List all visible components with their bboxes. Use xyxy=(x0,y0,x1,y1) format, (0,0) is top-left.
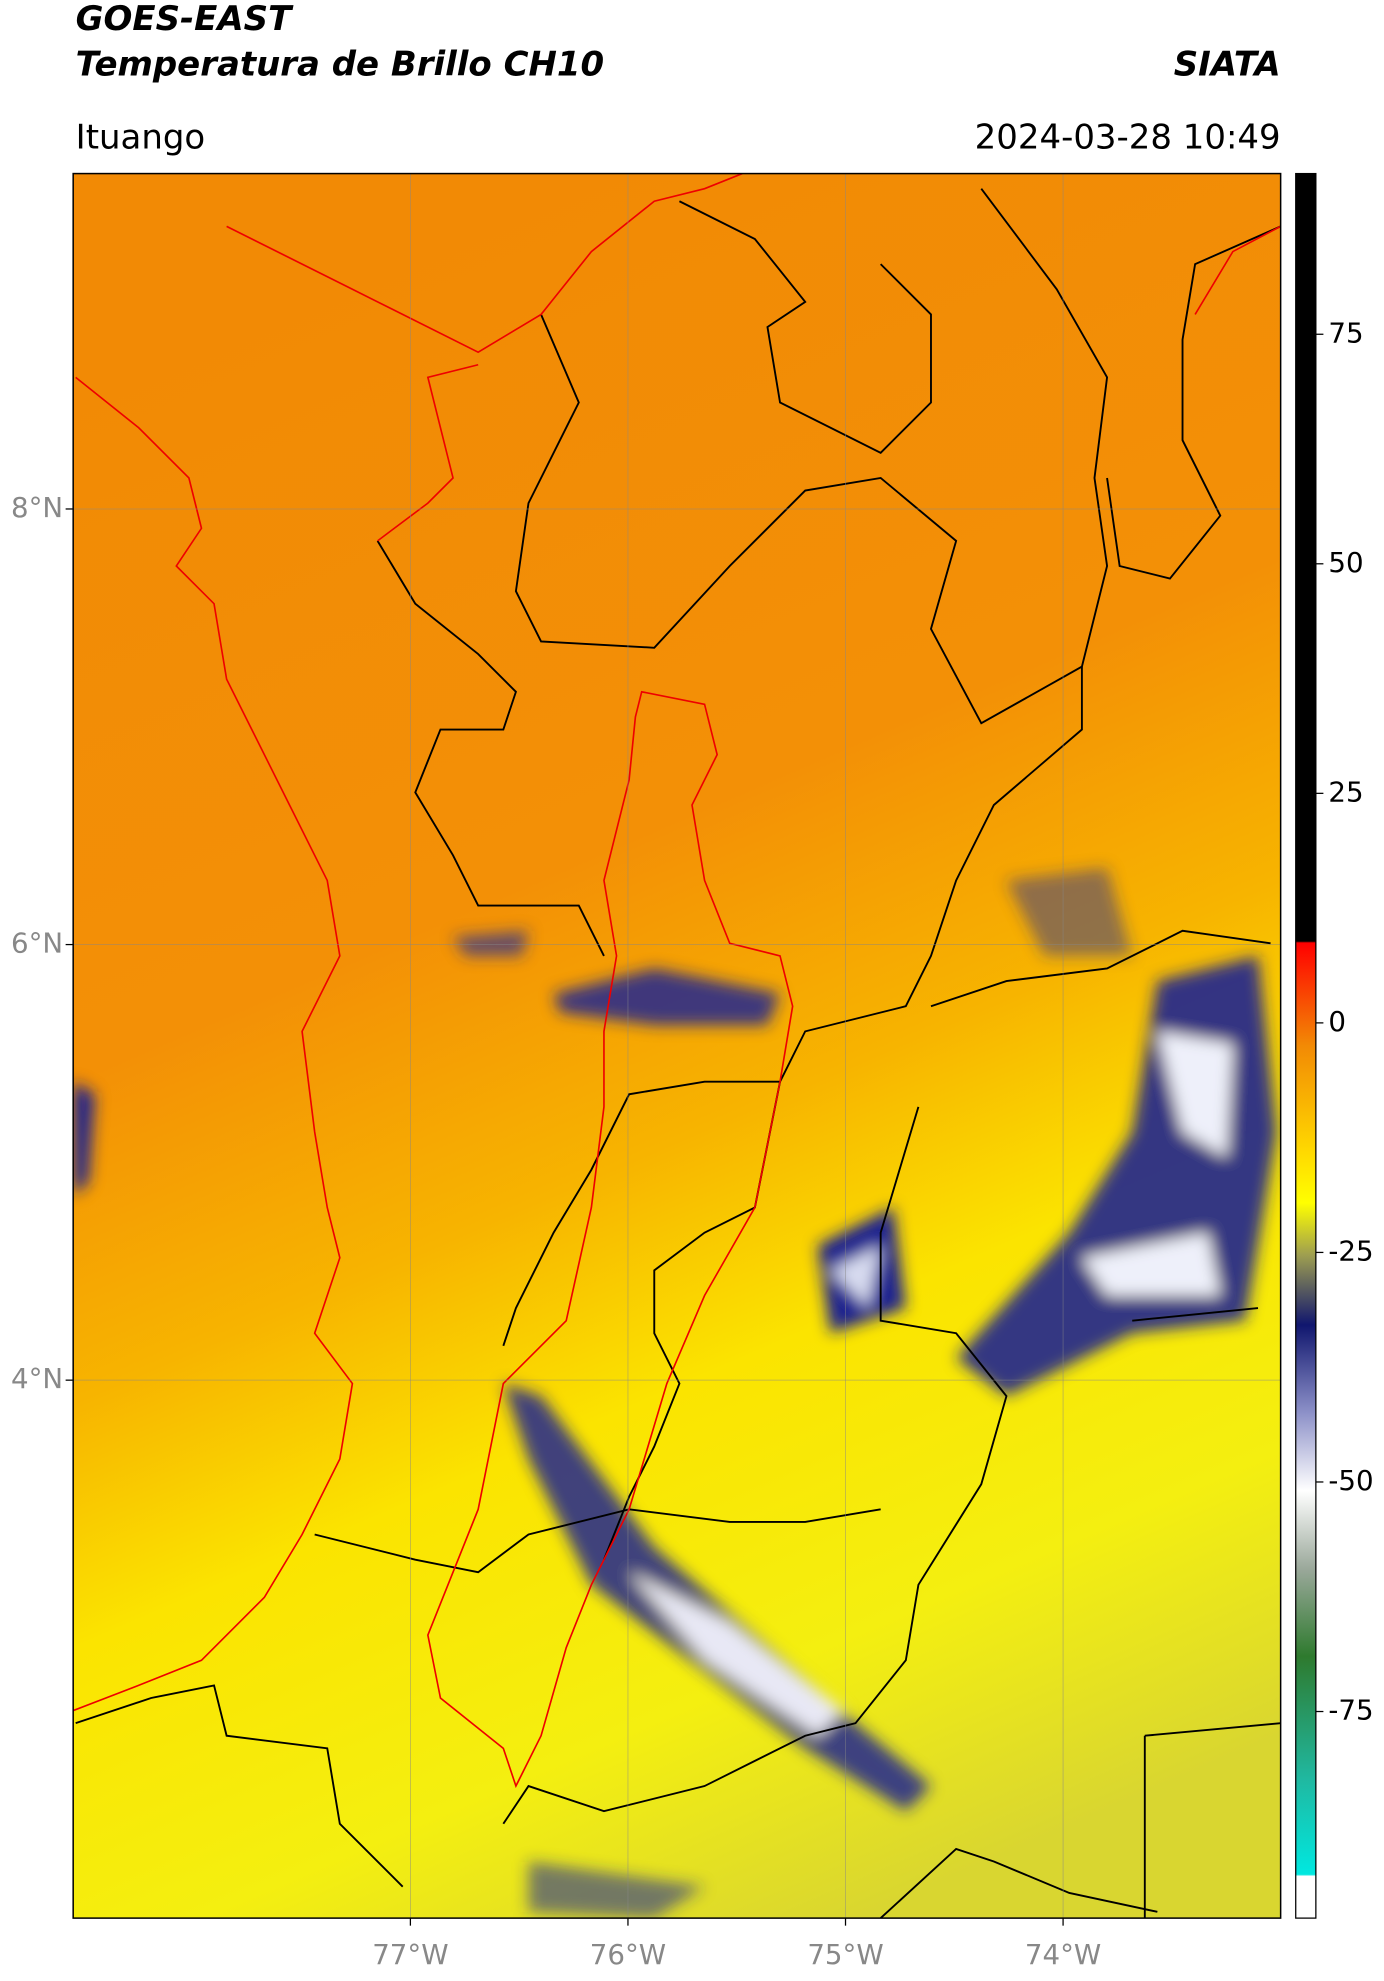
map xyxy=(73,173,1281,1919)
y-tick-label: 8°N xyxy=(11,491,63,524)
y-tick-label: 4°N xyxy=(11,1362,63,1395)
boundaries xyxy=(75,188,1281,1919)
colorbar xyxy=(1295,172,1317,1919)
x-tick-label: 76°W xyxy=(590,1938,666,1971)
location: Ituango xyxy=(76,117,206,157)
x-tick-label: 74°W xyxy=(1025,1938,1101,1971)
colorbar-tick-label: 0 xyxy=(1328,1005,1346,1038)
map-axes: 77°W 76°W 75°W 74°W 4°N 6°N 8°N xyxy=(11,491,1101,1971)
gridlines xyxy=(73,173,1281,1919)
colorbar-ticks: -75 -50 -25 0 25 50 75 xyxy=(1315,316,1374,1727)
y-tick-label: 6°N xyxy=(11,927,63,960)
colorbar-tick-label: -50 xyxy=(1328,1464,1373,1497)
title-line2: Temperatura de Brillo CH10 xyxy=(76,44,604,84)
colorbar-tick-label: 25 xyxy=(1328,775,1363,808)
datetime: 2024-03-28 10:49 xyxy=(975,117,1281,157)
colorbar-tick-label: -25 xyxy=(1328,1234,1373,1267)
source: SIATA xyxy=(1174,44,1281,84)
x-tick-label: 77°W xyxy=(372,1938,448,1971)
x-tick-label: 75°W xyxy=(807,1938,883,1971)
title-line1: GOES-EAST xyxy=(76,0,294,39)
map-frame xyxy=(72,172,1282,1919)
coastline-and-basin xyxy=(73,173,1281,1789)
colorbar-tick-label: -75 xyxy=(1328,1694,1373,1727)
colorbar-tick-label: 50 xyxy=(1328,546,1363,579)
colorbar-tick-label: 75 xyxy=(1328,316,1363,349)
cold-clouds xyxy=(73,867,1277,1919)
